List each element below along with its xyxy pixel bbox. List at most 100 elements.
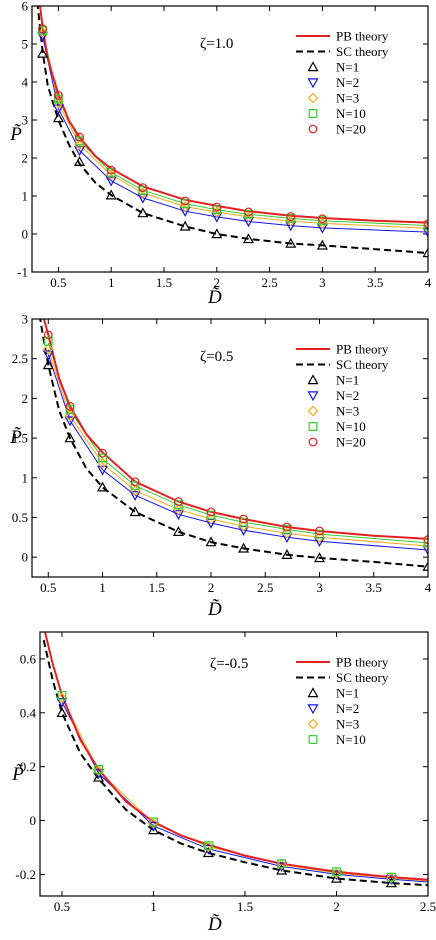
data-point-n-10: [138, 185, 148, 195]
x-tick-label: 1.5: [237, 899, 253, 914]
legend-label-n-1: N=1: [336, 373, 359, 388]
x-tick-label: 0.5: [54, 899, 70, 914]
data-point-n-2: [74, 146, 86, 157]
legend-label-n-10: N=10: [336, 106, 366, 121]
plot-frame: [39, 631, 429, 897]
data-point-n-20: [282, 522, 292, 532]
series-n-1: [56, 707, 397, 888]
data-point-n-1: [129, 506, 141, 517]
plot-lines: [42, 632, 428, 887]
data-point-n-1: [42, 359, 54, 370]
y-tick-label: 4: [22, 75, 29, 90]
legend-marker-n-1: [307, 374, 319, 385]
data-point-n-1: [285, 237, 297, 248]
series-n-2: [37, 32, 428, 238]
y-tick-label: 1: [22, 189, 29, 204]
data-point-n-1: [56, 707, 68, 718]
data-point-n-20: [239, 514, 248, 524]
y-tick-label: 0.2: [20, 759, 36, 774]
legend-marker-n-20: [308, 124, 318, 134]
data-point-n-2: [105, 176, 117, 187]
data-point-n-3: [205, 513, 217, 525]
fit-line-2: [47, 342, 428, 544]
data-point-n-3: [422, 540, 428, 552]
y-axis-label: P̃: [9, 427, 22, 448]
legend-label-n-3: N=3: [336, 404, 359, 419]
data-point-n-20: [212, 202, 222, 212]
data-point-n-20: [317, 214, 327, 224]
data-markers: [56, 690, 397, 888]
x-tick-label: 4: [425, 275, 432, 290]
y-tick-label: 0.6: [20, 651, 37, 666]
y-tick-label: 2.5: [12, 351, 28, 366]
legend-marker-n-3: [307, 405, 319, 417]
data-point-n-10: [332, 867, 341, 877]
series-n-10: [57, 690, 396, 882]
series-n-20: [38, 24, 428, 229]
data-point-n-20: [53, 90, 63, 100]
data-point-n-2: [422, 227, 428, 238]
x-tick-label: 0.5: [50, 275, 66, 290]
legend-label-n-2: N=2: [336, 75, 359, 90]
legend-label-pb-theory: PB theory: [336, 342, 389, 357]
data-point-n-2: [422, 545, 428, 556]
pb-theory-line: [43, 632, 428, 881]
legend-marker-n-1: [307, 61, 319, 72]
axis-ticks: 0.5 1 1.5 2 2.5 3 3.5 4 0 0.5 1 1.5 2 2.5 3: [12, 313, 432, 595]
data-point-n-1: [105, 189, 117, 200]
y-tick-label: 5: [22, 37, 29, 52]
data-point-n-20: [180, 196, 190, 206]
data-point-n-1: [385, 877, 397, 888]
fit-line-0: [61, 701, 428, 883]
legend-label-pb-theory: PB theory: [336, 29, 389, 44]
data-point-n-3: [276, 859, 287, 870]
x-tick-label: 2: [214, 275, 221, 290]
fit-line-1: [47, 349, 428, 547]
x-tick-label: 1.5: [149, 580, 165, 595]
data-point-n-3: [238, 520, 249, 532]
data-point-n-3: [314, 531, 325, 543]
y-tick-label: 3: [22, 313, 29, 327]
legend-label-n-3: N=3: [336, 91, 359, 106]
data-point-n-10: [53, 94, 63, 104]
legend-label-n-10: N=10: [336, 419, 366, 434]
x-tick-label: 3: [319, 275, 326, 290]
data-point-n-2: [93, 769, 105, 780]
data-point-n-10: [277, 859, 287, 869]
legend-marker-n-10: [308, 735, 318, 744]
data-point-n-1: [238, 542, 250, 553]
legend-label-n-2: N=2: [336, 701, 359, 716]
data-point-n-10: [315, 529, 324, 539]
data-point-n-2: [64, 416, 76, 427]
legend-label-sc-theory: SC theory: [336, 44, 389, 59]
data-point-n-10: [203, 841, 213, 851]
data-point-n-20: [75, 132, 84, 142]
y-tick-label: 0.5: [12, 510, 28, 525]
data-point-n-20: [65, 401, 75, 411]
data-point-n-3: [64, 410, 76, 422]
legend-marker-n-20: [308, 437, 318, 447]
pb-theory-line: [39, 6, 428, 224]
data-point-n-10: [130, 481, 140, 491]
legend-marker-n-2: [307, 704, 319, 715]
y-tick-label: -1: [17, 265, 28, 280]
data-point-n-1: [313, 552, 326, 563]
chart-panel-zeta-neg-0-5: 0.5 1 1.5 2 2.5 -0.2 0 0.2 0.4 0.6 D̃ P̃ ζ=-0.5 PB th…: [11, 631, 436, 935]
data-point-n-10: [57, 690, 67, 700]
data-point-n-3: [243, 211, 254, 223]
x-tick-label: 3.5: [366, 580, 382, 595]
plot-frame: [31, 5, 429, 273]
data-point-n-1: [64, 432, 76, 443]
data-point-n-10: [65, 405, 75, 414]
series-n-3: [56, 692, 397, 884]
x-tick-label: 0.5: [40, 580, 56, 595]
data-point-n-2: [129, 491, 141, 501]
data-point-n-20: [174, 497, 183, 507]
y-tick-label: 2: [22, 391, 29, 406]
legend-label-n-1: N=1: [336, 60, 359, 75]
data-point-n-1: [202, 847, 214, 858]
y-tick-label: 0.4: [20, 705, 37, 720]
y-tick-label: 6: [22, 0, 29, 14]
